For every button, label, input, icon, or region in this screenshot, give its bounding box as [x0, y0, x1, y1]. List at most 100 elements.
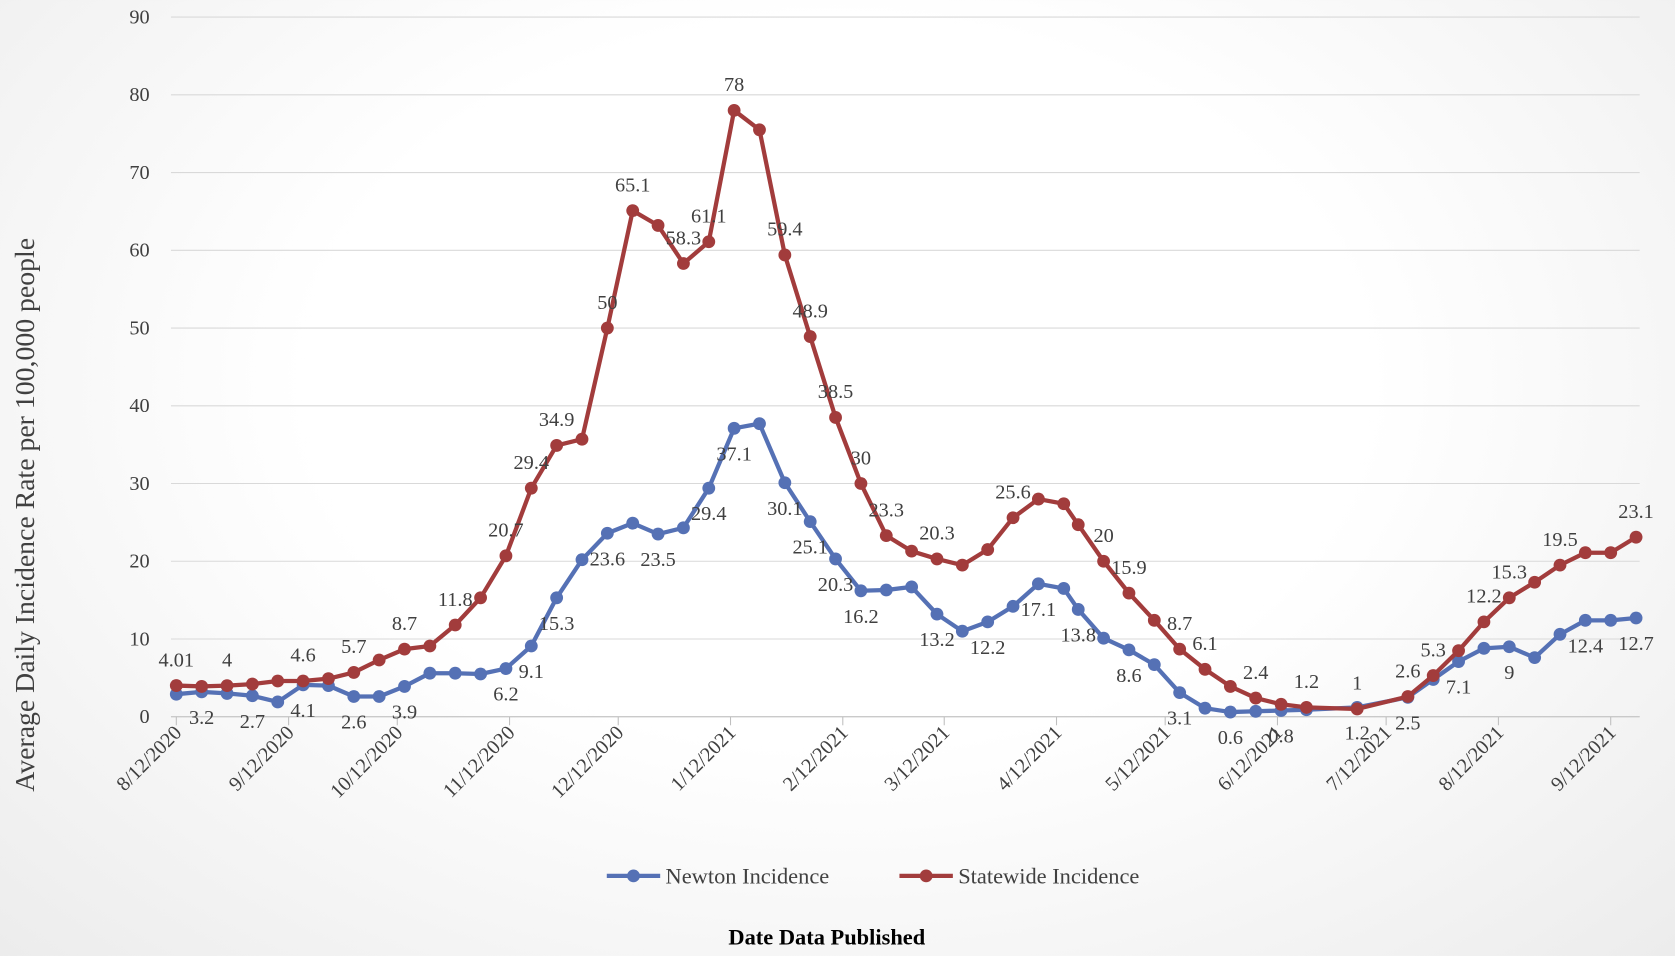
data-point	[829, 552, 842, 566]
data-point	[879, 583, 893, 597]
data-label: 5.7	[341, 636, 366, 658]
data-point	[1452, 655, 1465, 668]
data-point	[727, 421, 741, 435]
data-label: 59.4	[767, 219, 802, 241]
data-label: 65.1	[615, 174, 650, 196]
data-point	[702, 481, 716, 495]
data-label: 5.3	[1421, 639, 1446, 661]
data-point	[854, 584, 868, 598]
data-point	[423, 639, 437, 653]
data-point	[854, 477, 868, 490]
data-point	[778, 248, 792, 262]
data-point	[1604, 546, 1618, 560]
data-point	[600, 526, 614, 540]
data-label: 2.5	[1395, 712, 1420, 734]
data-label: 11.8	[438, 589, 473, 611]
data-point	[1097, 631, 1111, 645]
data-point	[169, 679, 183, 692]
data-point	[1401, 690, 1415, 703]
data-label: 37.1	[716, 443, 751, 465]
legend-label: Statewide Incidence	[958, 863, 1139, 888]
data-label: 1.2	[1344, 722, 1369, 744]
data-point	[955, 624, 969, 638]
y-tick-label: 10	[129, 628, 149, 650]
x-tick-label: 9/12/2020	[225, 722, 299, 796]
data-point	[753, 123, 766, 137]
data-point	[448, 618, 462, 632]
data-point	[372, 690, 386, 703]
data-point	[1071, 518, 1085, 532]
data-point	[981, 615, 995, 629]
data-label: 2.7	[240, 711, 265, 733]
data-label: 48.9	[792, 300, 828, 322]
data-point	[1274, 697, 1288, 711]
data-point	[423, 666, 437, 680]
data-point	[524, 639, 538, 653]
x-tick-label: 8/12/2021	[1435, 722, 1509, 796]
x-tick-label: 2/12/2021	[779, 722, 853, 796]
data-label: 6.1	[1192, 633, 1217, 655]
data-point	[448, 666, 462, 680]
data-point	[1006, 599, 1020, 613]
data-label: 0.8	[1268, 726, 1293, 748]
x-axis-title: Date Data Published	[728, 924, 925, 949]
data-label: 15.3	[539, 613, 575, 635]
data-label: 25.6	[995, 481, 1031, 503]
data-point	[245, 689, 259, 703]
data-point	[651, 219, 665, 232]
data-point	[296, 674, 310, 688]
data-point	[245, 677, 259, 691]
data-label: 15.9	[1111, 557, 1147, 579]
data-point	[499, 549, 513, 563]
data-label: 78	[724, 74, 744, 96]
data-point	[499, 662, 513, 675]
x-tick-label: 9/12/2021	[1547, 722, 1621, 796]
data-point	[905, 544, 919, 558]
data-point	[1528, 651, 1542, 665]
data-label: 17.1	[1021, 599, 1056, 621]
data-label: 34.9	[539, 409, 575, 431]
y-tick-label: 80	[129, 84, 149, 106]
data-point	[372, 653, 386, 667]
x-tick-label: 3/12/2021	[880, 722, 954, 796]
data-label: 15.3	[1492, 562, 1528, 584]
data-label: 8.7	[1167, 613, 1192, 635]
legend-marker	[627, 869, 640, 883]
data-label: 0.6	[1218, 727, 1243, 749]
data-point	[1031, 577, 1045, 591]
data-point	[1502, 640, 1516, 654]
data-label: 8.6	[1116, 665, 1141, 687]
data-label: 1.2	[1294, 671, 1319, 693]
data-point	[1173, 686, 1187, 700]
data-label: 12.4	[1568, 635, 1604, 657]
data-label: 4.1	[290, 700, 315, 722]
data-label: 30	[851, 447, 871, 469]
data-point	[1223, 680, 1237, 693]
data-point	[1477, 615, 1491, 629]
data-point	[626, 204, 640, 218]
data-point	[1528, 575, 1542, 589]
data-point	[879, 529, 893, 543]
data-point	[1604, 613, 1618, 627]
y-tick-label: 30	[129, 473, 149, 495]
data-point	[727, 103, 741, 117]
data-point	[1249, 691, 1263, 705]
y-tick-label: 60	[129, 240, 149, 262]
data-point	[1426, 669, 1440, 682]
data-point	[1629, 611, 1643, 625]
data-point	[600, 321, 614, 335]
data-label: 12.2	[970, 637, 1005, 659]
data-point	[474, 591, 487, 605]
data-point	[829, 411, 842, 424]
data-label: 25.1	[792, 537, 828, 559]
data-point	[1350, 702, 1364, 716]
data-point	[803, 330, 817, 344]
x-tick-label: 10/12/2020	[326, 722, 407, 803]
data-point	[1553, 558, 1567, 572]
data-label: 13.8	[1060, 624, 1096, 646]
data-label: 1	[1352, 673, 1362, 695]
data-point	[1553, 627, 1567, 641]
data-point	[1122, 643, 1136, 657]
data-point	[1477, 641, 1491, 655]
